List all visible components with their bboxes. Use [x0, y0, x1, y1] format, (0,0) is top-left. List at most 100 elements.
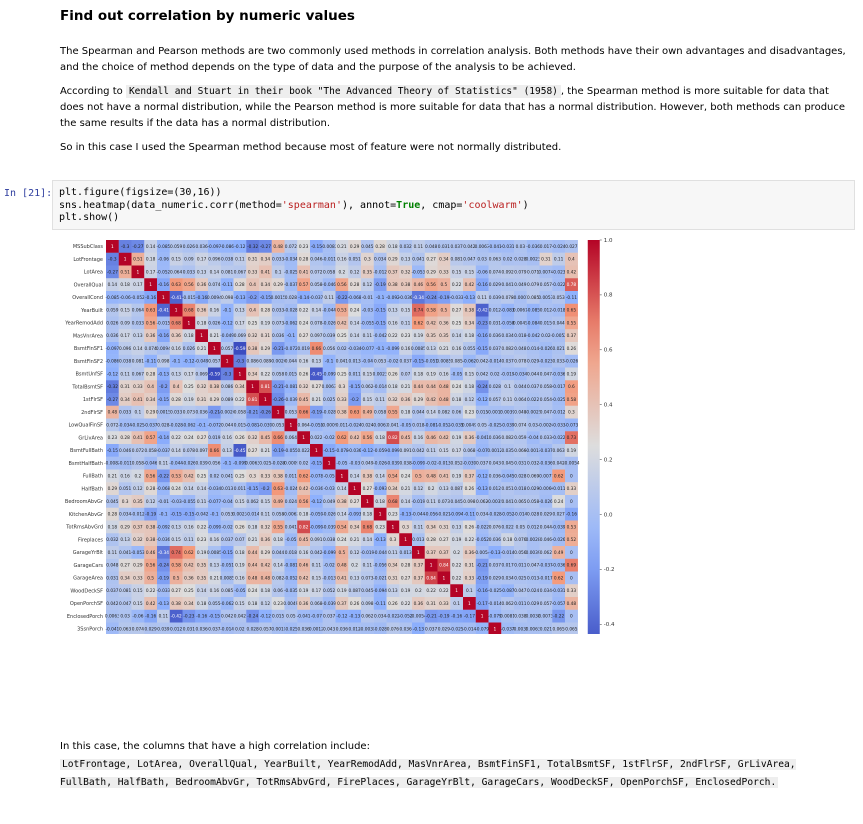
heatmap-cell-annotation: -0.025	[284, 269, 298, 275]
heatmap-cell-annotation: 0.62	[299, 473, 309, 479]
heatmap-cell-annotation: 0.021	[540, 626, 553, 632]
heatmap-cell-annotation: -0.45	[311, 371, 322, 377]
heatmap-cell-annotation: 0.28	[171, 397, 181, 403]
heatmap-cell-annotation: 0.045	[450, 499, 463, 505]
heatmap-cell-annotation: 0.065	[514, 499, 527, 505]
heatmap-cell-annotation: -0.04	[528, 435, 539, 441]
y-tick-label: TotRmsAbvGrd	[65, 525, 103, 531]
heatmap-cell-annotation: 0.28	[146, 371, 156, 377]
heatmap-cell	[169, 316, 183, 330]
heatmap-cell-annotation: -0.099	[233, 461, 247, 467]
heatmap-cell-annotation: 0.047	[514, 588, 527, 594]
heatmap-cell-annotation: -0.025	[131, 422, 145, 428]
heatmap-cell	[348, 278, 362, 292]
heatmap-cell	[271, 418, 285, 432]
heatmap-cell	[118, 316, 132, 330]
heatmap-cell	[475, 444, 489, 457]
heatmap-cell	[246, 278, 260, 292]
heatmap-cell-annotation: 0.059	[170, 244, 183, 250]
heatmap-cell-annotation: 0.12	[146, 499, 156, 505]
heatmap-cell-annotation: 0.064	[514, 397, 527, 403]
heatmap-cell-annotation: 0.56	[299, 499, 309, 505]
heatmap-cell	[552, 265, 566, 279]
heatmap-cell-annotation: 0.22	[261, 371, 271, 377]
heatmap-cell-annotation: 0.49	[554, 550, 564, 556]
heatmap-cell	[539, 240, 553, 253]
code-cell-input[interactable]: plt.figure(figsize=(30,16)) sns.heatmap(…	[52, 180, 855, 230]
heatmap-cell-annotation: 0.1	[466, 588, 473, 594]
heatmap-cell	[514, 405, 527, 419]
heatmap-cell	[157, 291, 170, 304]
heatmap-cell	[348, 342, 362, 355]
heatmap-cell	[373, 431, 387, 445]
heatmap-cell-annotation: 0.42	[184, 473, 194, 479]
heatmap-cell	[361, 456, 374, 470]
heatmap-cell-annotation: -0.12	[311, 499, 322, 505]
heatmap-cell-annotation: 0.011	[285, 473, 298, 479]
heatmap-cell-annotation: 0.25	[452, 320, 462, 326]
heatmap-cell	[412, 342, 425, 355]
heatmap-cell-annotation: -0.05	[400, 422, 411, 428]
heatmap-cell-annotation: 0.037	[106, 588, 119, 594]
heatmap-cell-annotation: 0.02	[299, 461, 309, 467]
heatmap-cell	[552, 278, 566, 292]
heatmap-cell-annotation: 0.053	[374, 359, 387, 365]
heatmap-cell-annotation: -0.092	[386, 295, 400, 301]
heatmap-cell-annotation: 0.053	[285, 410, 298, 416]
heatmap-cell-annotation: 0.74	[414, 308, 424, 314]
y-tick-label: FullBath	[83, 474, 103, 480]
y-tick-label: GrLivArea	[78, 435, 103, 441]
heatmap-cell-annotation: 0.56	[363, 435, 373, 441]
heatmap-cell-annotation: 0.37	[414, 575, 424, 581]
heatmap-cell-annotation: -0.059	[373, 448, 387, 454]
heatmap-cell-annotation: 0.18	[503, 537, 513, 543]
heatmap-cell-annotation: 0.028	[285, 295, 298, 301]
heatmap-cell-annotation: -0.034	[284, 257, 298, 263]
heatmap-cell-annotation: 0.48	[426, 473, 436, 479]
heatmap-cell-annotation: 0.21	[248, 537, 258, 543]
heatmap-cell-annotation: 0.78	[567, 282, 577, 288]
heatmap-cell-annotation: -0.086	[105, 359, 119, 365]
heatmap-cell	[284, 444, 298, 457]
heatmap-cell-annotation: -0.039	[552, 524, 566, 530]
heatmap-cell-annotation: -0.072	[207, 422, 221, 428]
heatmap-cell-annotation: -0.035	[450, 422, 464, 428]
heatmap-cell-annotation: 0.29	[426, 269, 436, 275]
heatmap-cell-annotation: 0.19	[567, 371, 577, 377]
heatmap-cell	[373, 354, 387, 368]
heatmap-cell-annotation: 0.022	[310, 435, 323, 441]
heatmap-cell-annotation: -0.046	[322, 282, 336, 288]
heatmap-cell-annotation: -0.028	[322, 410, 336, 416]
heatmap-cell	[424, 456, 438, 470]
heatmap-cell-annotation: 0.62	[554, 575, 564, 581]
heatmap-cell-annotation: -0.11	[464, 512, 475, 518]
heatmap-cell-annotation: -0.022	[475, 524, 489, 530]
heatmap-cell-annotation: -0.057	[552, 601, 566, 607]
y-tick-label: 1stFlrSF	[83, 397, 103, 403]
heatmap-cell	[450, 265, 464, 279]
heatmap-cell-annotation: 1	[226, 359, 229, 365]
heatmap-cell-annotation: 0.41	[133, 397, 143, 403]
heatmap-cell	[297, 291, 311, 304]
heatmap-cell-annotation: 0.31	[426, 601, 436, 607]
heatmap-cell	[144, 278, 158, 292]
heatmap-cell	[373, 278, 387, 292]
heatmap-cell	[106, 252, 119, 266]
heatmap-cell-annotation: 0.22	[197, 524, 207, 530]
heatmap-cell	[526, 431, 540, 445]
heatmap-cell-annotation: 0.039	[195, 461, 208, 467]
heatmap-cell-annotation: 0.034	[374, 257, 387, 263]
heatmap-cell-annotation: 0.44	[248, 563, 258, 569]
heatmap-cell	[297, 329, 311, 343]
code-token: sns.heatmap(data_numeric.corr(method=	[59, 199, 282, 211]
heatmap-cell	[106, 431, 119, 445]
heatmap-cell	[157, 303, 170, 317]
y-tick-label: BedroomAbvGr	[65, 499, 104, 505]
heatmap-cell-annotation: 0.15	[133, 601, 143, 607]
heatmap-cell	[348, 329, 362, 343]
heatmap-cell	[450, 380, 464, 394]
heatmap-cell-annotation: -0.24	[426, 295, 437, 301]
heatmap-cell-annotation: 0.15	[235, 601, 245, 607]
heatmap-cell-annotation: -0.13	[464, 295, 475, 301]
heatmap-cell	[475, 342, 489, 355]
